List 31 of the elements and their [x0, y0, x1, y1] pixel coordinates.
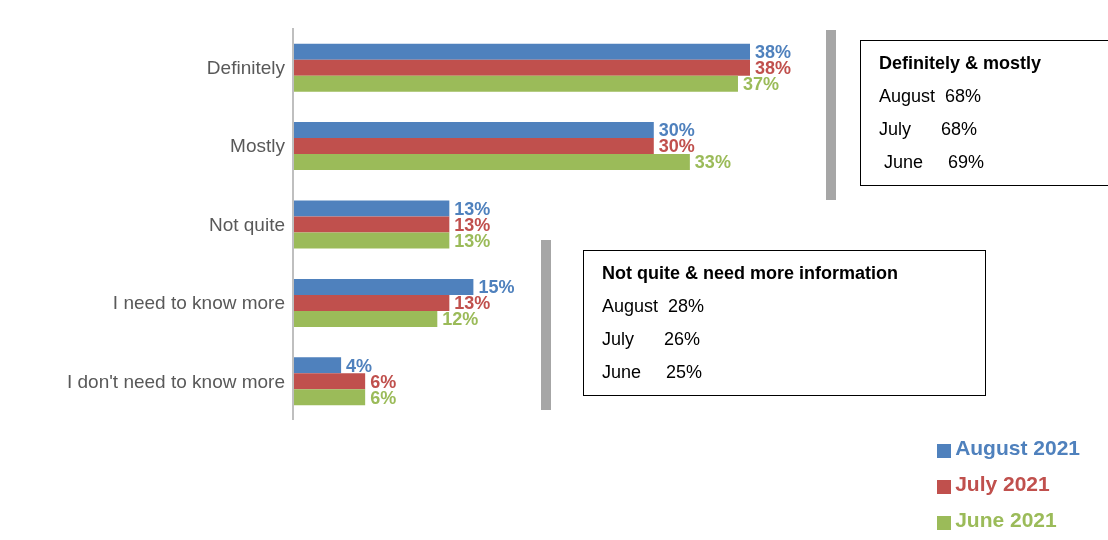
- text-box: Not quite & need more information August 28% July 26% June 25%: [583, 250, 986, 396]
- annotation: Not quite & need more information August 28% July 26% June 25%: [602, 262, 899, 384]
- y-tick-label: I don't need to know more: [66, 370, 285, 392]
- bar: [293, 232, 450, 249]
- data-label: 37%: [742, 74, 779, 95]
- data-label: 4%: [346, 355, 373, 376]
- text-box: Definitely & mostly August 68% July 68% June 69%: [860, 40, 1108, 186]
- bar: [293, 138, 654, 155]
- y-tick-label: Mostly: [230, 135, 286, 157]
- bar: [293, 389, 366, 406]
- data-label: 30%: [658, 136, 695, 157]
- y-tick-label: I need to know more: [112, 292, 285, 314]
- bar: [293, 200, 450, 217]
- legend-label: August 2021: [955, 436, 1080, 459]
- bar: [293, 43, 750, 60]
- data-label: 33%: [694, 152, 731, 173]
- data-label: 12%: [442, 309, 479, 330]
- y-tick-label: Not quite: [208, 213, 285, 235]
- bar: [293, 59, 750, 76]
- bar: [293, 75, 738, 92]
- bar: [293, 216, 450, 233]
- bar: [293, 373, 366, 390]
- legend-label: June 2021: [955, 508, 1057, 531]
- bar: [293, 122, 654, 139]
- bar: [293, 278, 474, 295]
- bar: [293, 310, 438, 327]
- legend-label: July 2021: [955, 472, 1050, 495]
- bar: [293, 154, 690, 171]
- bar: [293, 357, 342, 374]
- bar: [293, 294, 450, 311]
- y-tick-label: Definitely: [206, 56, 286, 78]
